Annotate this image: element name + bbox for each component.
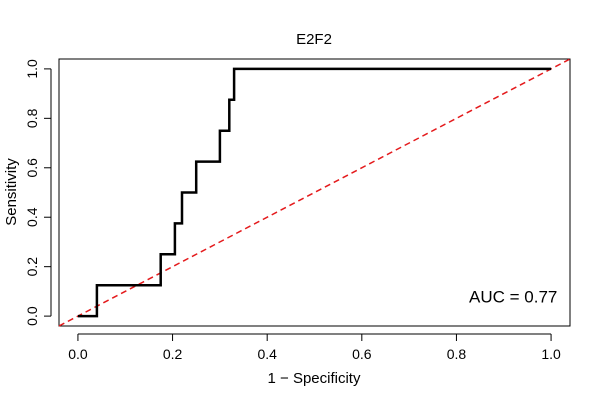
y-tick-label: 0.6	[24, 158, 40, 178]
x-axis: 0.0 0.2 0.4 0.6 0.8 1.0	[68, 333, 561, 362]
roc-curve	[77, 67, 552, 318]
x-axis-label: 1 − Specificity	[268, 370, 361, 387]
y-tick-label: 0.8	[24, 108, 40, 128]
plot-frame	[58, 58, 571, 327]
y-tick-label: 0.4	[24, 207, 40, 227]
x-tick-label: 0.4	[257, 346, 277, 362]
x-tick-label: 0.6	[352, 346, 372, 362]
reference-diagonal-line	[58, 58, 571, 327]
x-tick-label: 1.0	[541, 346, 561, 362]
chart-title: E2F2	[296, 31, 332, 48]
y-tick-label: 1.0	[24, 59, 40, 79]
series-layer	[58, 58, 571, 327]
x-tick-label: 0.2	[163, 346, 183, 362]
x-tick-label: 0.0	[68, 346, 88, 362]
y-axis: 0.0 0.2 0.4 0.6 0.8 1.0	[24, 59, 52, 326]
y-tick-label: 0.0	[24, 306, 40, 326]
auc-annotation: AUC = 0.77	[469, 288, 557, 307]
y-axis-label: Sensitivity	[3, 158, 20, 226]
x-tick-label: 0.8	[447, 346, 467, 362]
y-tick-label: 0.2	[24, 257, 40, 277]
